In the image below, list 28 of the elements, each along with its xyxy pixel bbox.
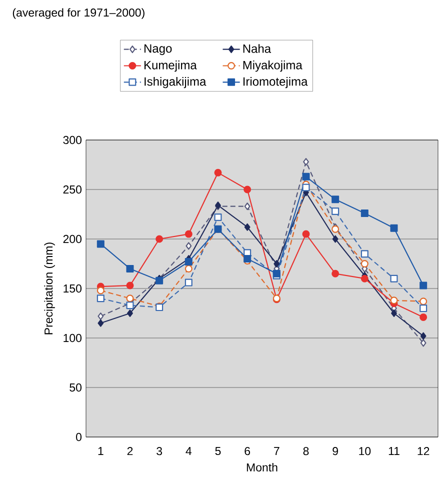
y-axis-title: Precipitation (mm) — [44, 242, 55, 334]
legend-label: Kumejima — [144, 60, 197, 72]
y-tick-label: 150 — [64, 284, 82, 293]
legend-label: Iriomotejima — [243, 76, 308, 88]
x-tick-label: 7 — [274, 447, 280, 455]
x-tick-label: 6 — [244, 447, 250, 456]
y-tick-label: 300 — [63, 136, 82, 144]
x-axis-title: Month — [246, 463, 278, 472]
legend-label: Miyakojima — [243, 60, 302, 72]
x-tick-label: 2 — [127, 447, 133, 456]
y-tick-label: 200 — [63, 234, 82, 244]
x-tick-label: 5 — [215, 447, 221, 456]
y-tick-label: 100 — [64, 334, 82, 342]
x-tick-label: 1 — [98, 447, 104, 455]
x-tick-label: 11 — [388, 447, 400, 455]
x-tick-label: 9 — [332, 447, 338, 456]
x-tick-label: 12 — [418, 447, 430, 456]
legend-label: Nago — [144, 44, 172, 56]
y-tick-label: 250 — [63, 185, 82, 194]
x-tick-label: 10 — [359, 447, 371, 456]
x-tick-label: 4 — [186, 447, 192, 455]
x-tick-label: 3 — [156, 447, 162, 456]
chart-title: (averaged for 1971–2000) — [12, 8, 144, 19]
x-tick-label: 8 — [303, 447, 309, 456]
y-tick-label: 0 — [76, 432, 82, 442]
legend-label: Ishigakijima — [144, 76, 206, 88]
legend-label: Naha — [243, 44, 272, 53]
y-tick-label: 50 — [70, 383, 82, 392]
